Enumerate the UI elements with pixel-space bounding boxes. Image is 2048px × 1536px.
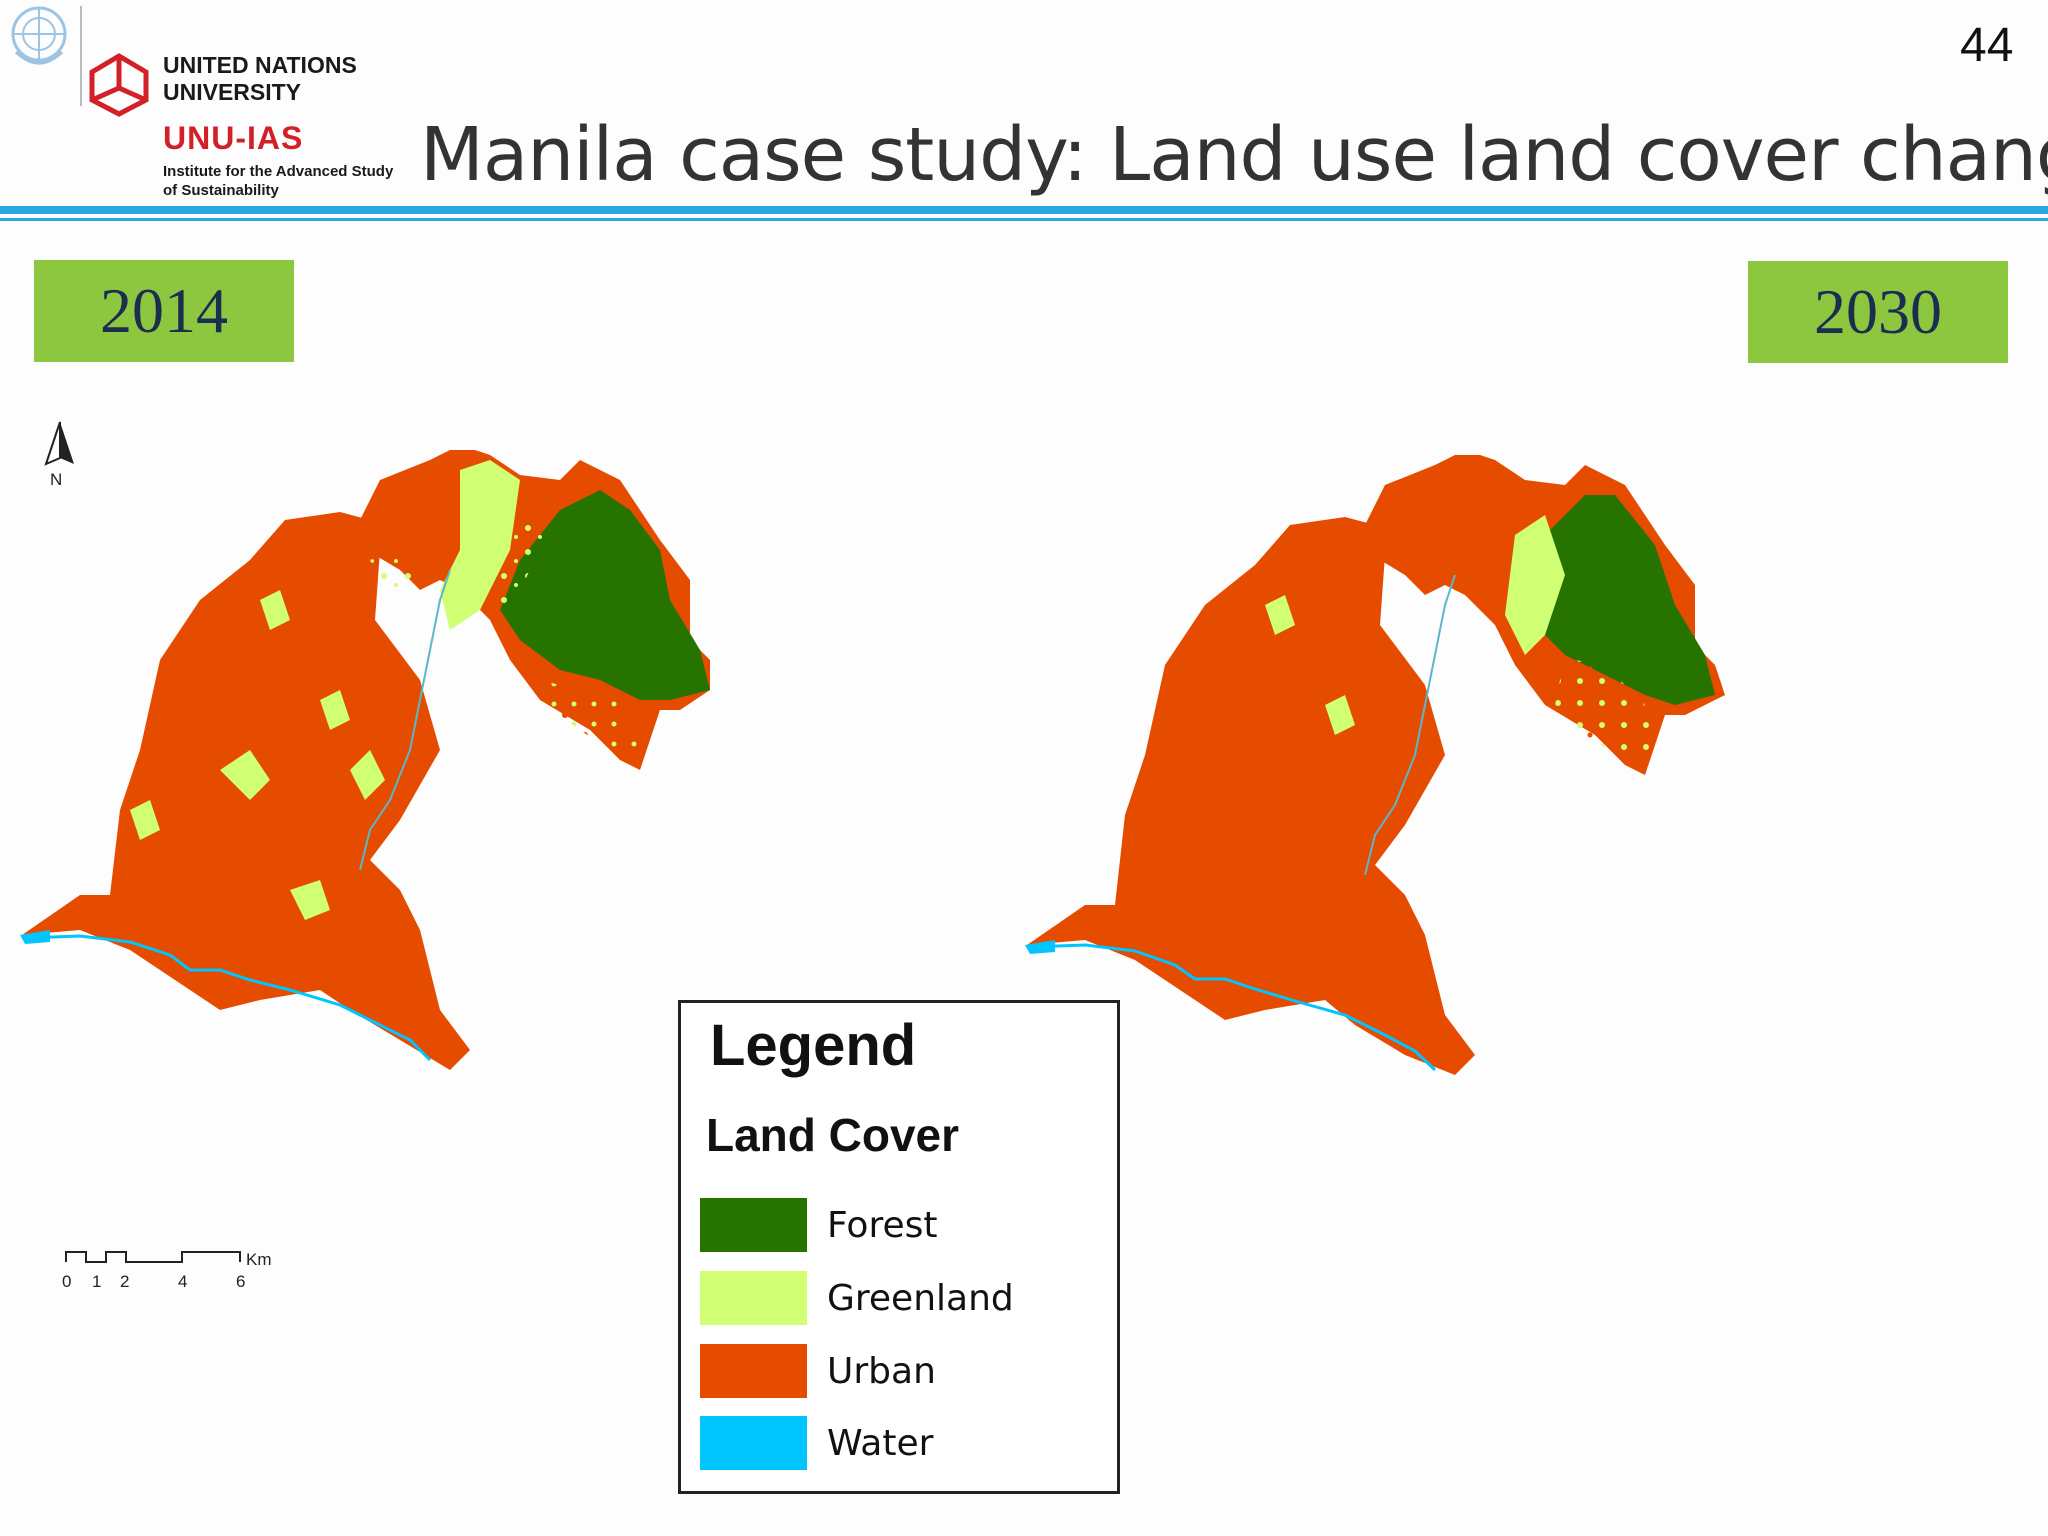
institute-line-2: of Sustainability xyxy=(163,182,279,199)
un-emblem xyxy=(4,4,74,68)
legend-swatch-urban xyxy=(700,1344,807,1398)
legend-title: Legend xyxy=(710,1013,917,1078)
org-line-2: UNIVERSITY xyxy=(163,79,302,105)
org-unit: UNU-IAS xyxy=(163,120,304,156)
forest-region xyxy=(500,490,710,700)
scale-bar xyxy=(62,1248,292,1288)
institute-line-1: Institute for the Advanced Study xyxy=(163,163,394,180)
scale-unit: Km xyxy=(246,1250,272,1269)
river xyxy=(1030,943,1437,1072)
slide-title: Manila case study: Land use land cover c… xyxy=(420,112,2048,198)
page-number: 44 xyxy=(1960,19,2014,72)
institute-name: Institute for the Advanced Study of Sust… xyxy=(163,162,393,200)
legend-label-forest: Forest xyxy=(827,1204,938,1246)
legend-swatch-forest xyxy=(700,1198,807,1252)
unu-logo-icon xyxy=(88,52,150,118)
legend-item-greenland: Greenland xyxy=(700,1270,1100,1326)
land-cover-map-2030 xyxy=(1025,450,1995,1175)
north-arrow-icon xyxy=(40,420,80,490)
river xyxy=(25,934,432,1062)
legend-swatch-water xyxy=(700,1416,807,1470)
legend-label-urban: Urban xyxy=(827,1350,936,1392)
legend-item-water: Water xyxy=(700,1415,1100,1471)
scale-tick-6: 6 xyxy=(236,1272,246,1291)
header-rule-thin xyxy=(0,218,2048,221)
scale-tick-1: 1 xyxy=(92,1272,102,1291)
legend-item-forest: Forest xyxy=(700,1197,1100,1253)
legend-subtitle: Land Cover xyxy=(706,1109,960,1161)
legend-label-water: Water xyxy=(827,1422,934,1464)
forest-region xyxy=(1525,495,1715,705)
year-badge-2030: 2030 xyxy=(1748,261,2008,363)
land-cover-map-2014 xyxy=(20,445,970,1170)
scale-tick-2: 2 xyxy=(120,1272,130,1291)
legend-item-urban: Urban xyxy=(700,1343,1100,1399)
header-rule xyxy=(0,206,2048,214)
org-line-1: UNITED NATIONS xyxy=(163,52,357,78)
scale-tick-0: 0 xyxy=(62,1272,72,1291)
legend-label-greenland: Greenland xyxy=(827,1277,1014,1319)
legend-swatch-greenland xyxy=(700,1271,807,1325)
north-label: N xyxy=(50,470,63,489)
urban-region xyxy=(1027,517,1475,1075)
scale-tick-4: 4 xyxy=(178,1272,188,1291)
organization-name: UNITED NATIONS UNIVERSITY xyxy=(163,52,357,106)
logo-divider xyxy=(80,6,82,106)
year-badge-2014: 2014 xyxy=(34,260,294,362)
